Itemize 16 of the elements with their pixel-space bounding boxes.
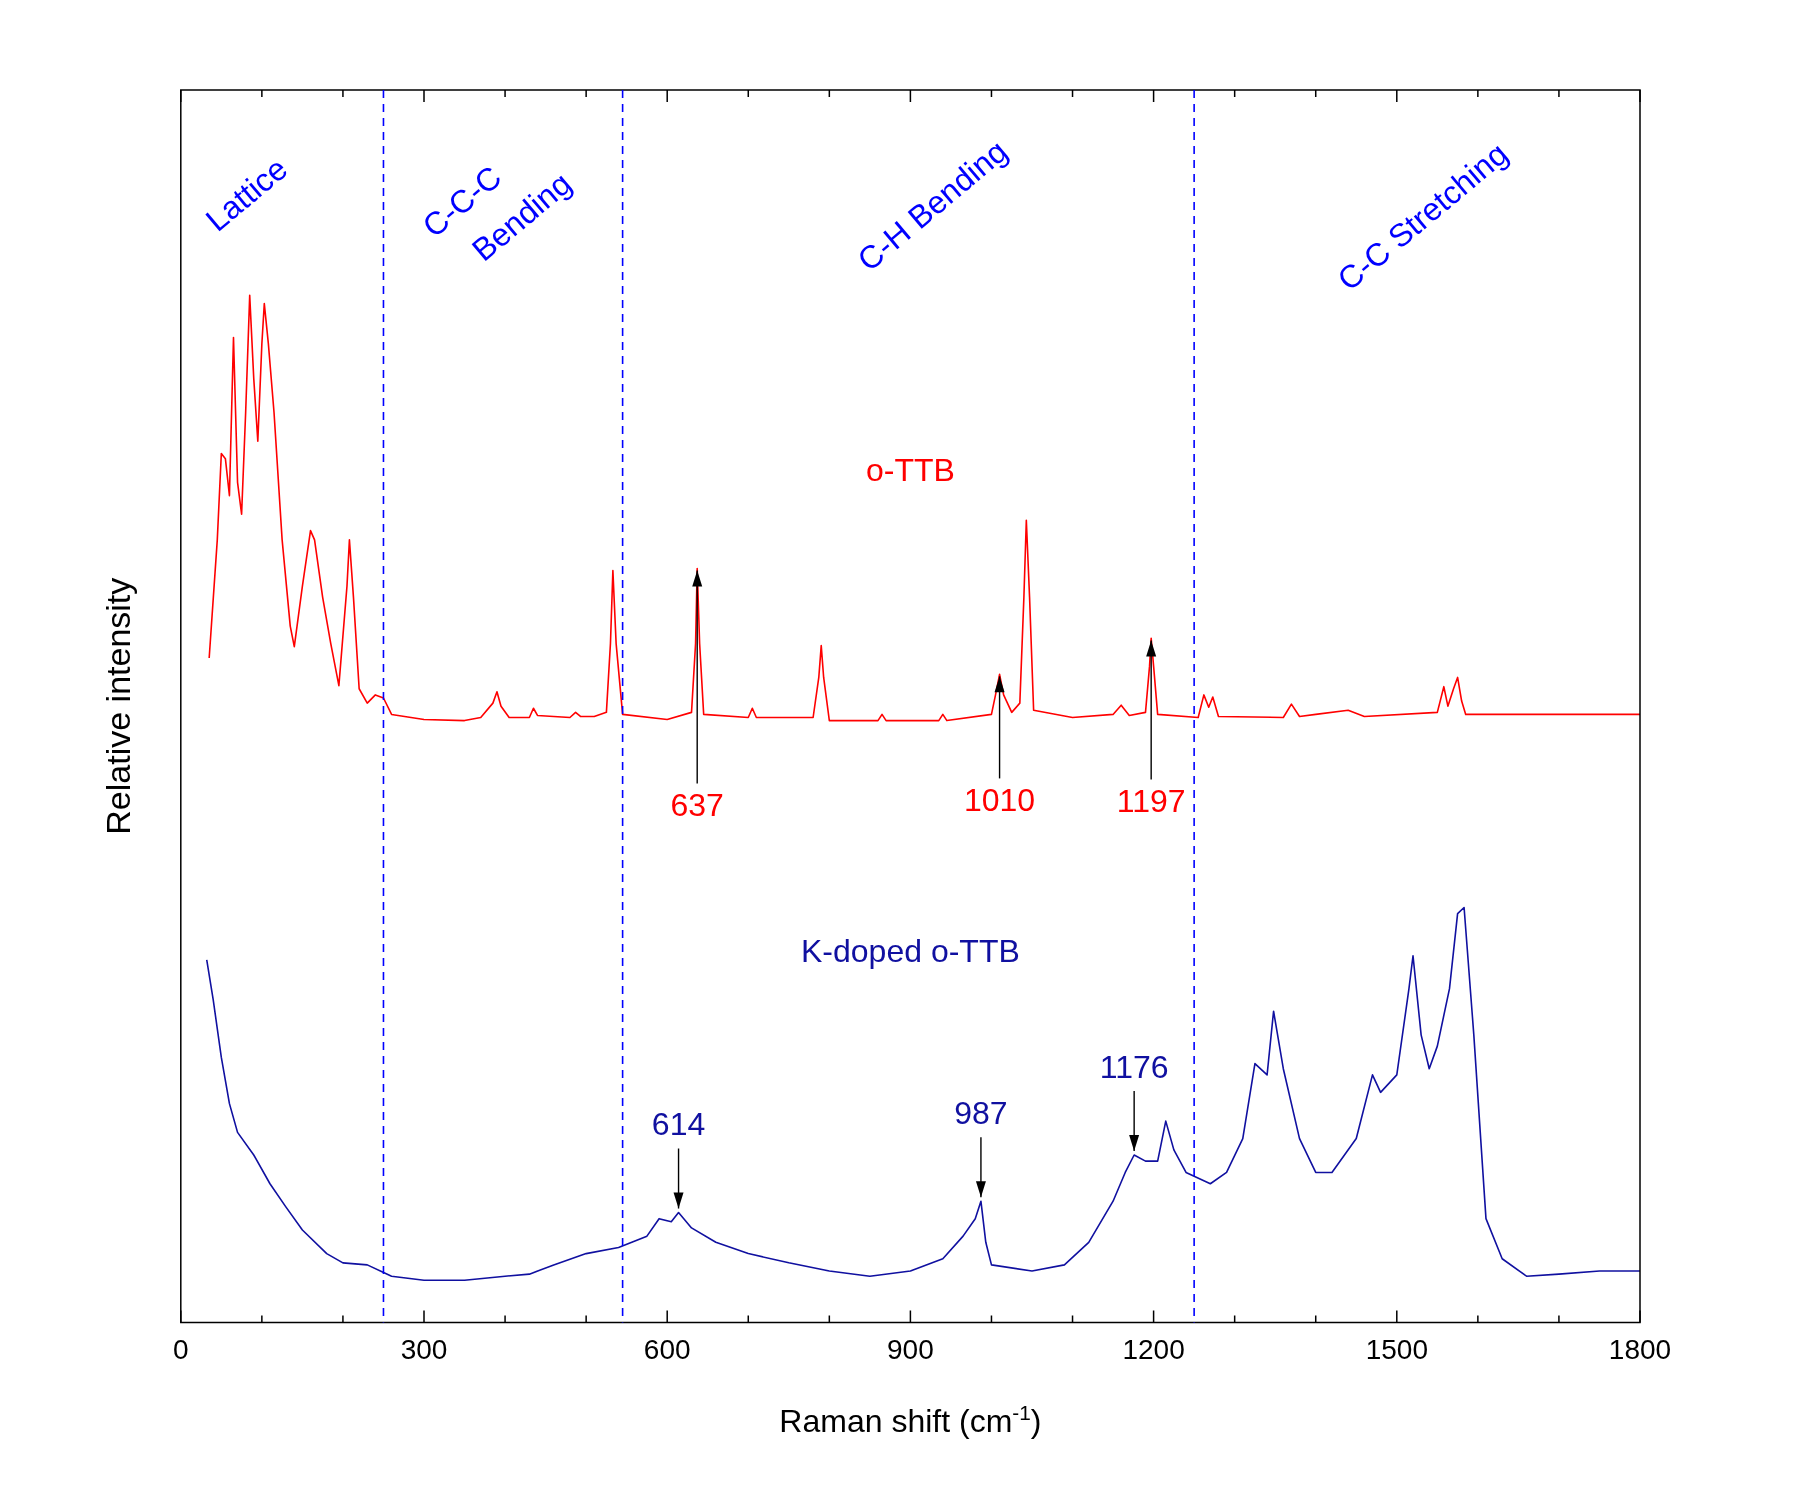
x-tick-label: 900	[887, 1333, 934, 1365]
x-tick-label: 300	[400, 1333, 448, 1365]
x-tick-label: 1500	[1365, 1333, 1428, 1365]
y-axis-title: Relative intensity	[98, 577, 137, 835]
annotation: 1197	[1116, 783, 1186, 820]
x-tick-label: 0	[173, 1333, 189, 1365]
annotation: 987	[954, 1095, 1008, 1132]
text: K-doped o-TTB	[801, 932, 1020, 969]
x-tick-label: 600	[643, 1333, 691, 1365]
annotation: 637	[670, 787, 724, 824]
text: o-TTB	[865, 451, 955, 488]
annotation: 1176	[1099, 1048, 1169, 1085]
x-tick-label: 1200	[1122, 1333, 1185, 1365]
x-tick-label: 1800	[1608, 1333, 1672, 1365]
annotation: 1010	[963, 782, 1036, 819]
annotation: 614	[651, 1106, 706, 1143]
